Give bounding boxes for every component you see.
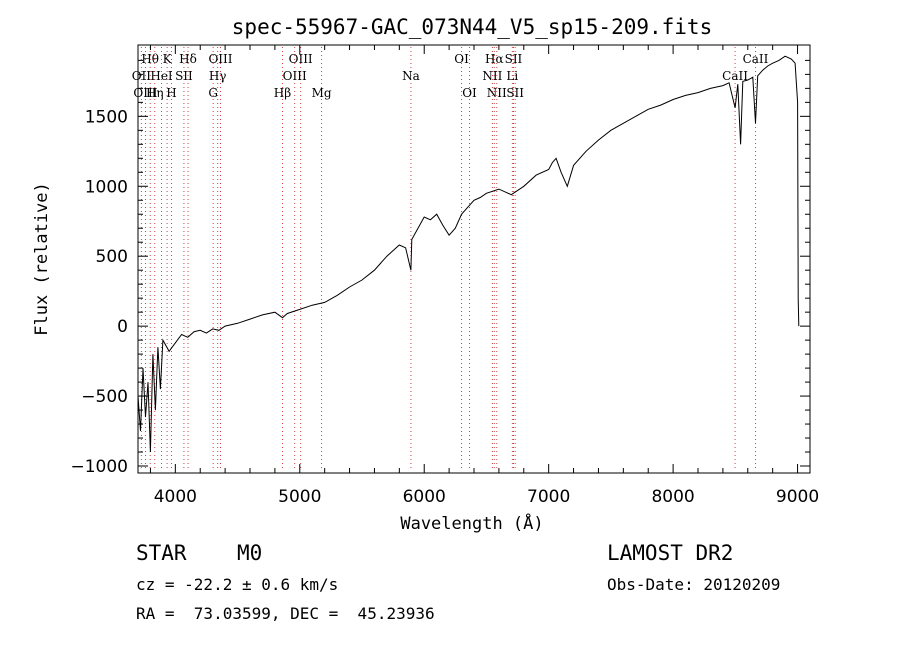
y-tick-label-0: −1000 bbox=[70, 457, 128, 477]
line-label-23: Li bbox=[506, 69, 518, 83]
line-label-16: Na bbox=[402, 69, 420, 83]
line-label-24: SII bbox=[506, 86, 524, 100]
line-label-4: K bbox=[163, 52, 173, 66]
chart-title: spec-55967-GAC_073N44_V5_sp15-209.fits bbox=[232, 15, 712, 39]
line-label-6: H bbox=[166, 86, 176, 100]
line-label-17: OI bbox=[454, 52, 469, 66]
x-tick-label-5: 9000 bbox=[776, 487, 819, 507]
line-label-8: Hδ bbox=[179, 52, 197, 66]
line-label-21: NII bbox=[487, 86, 507, 100]
line-label-11: G bbox=[208, 86, 218, 100]
coordinates: RA = 73.03599, DEC = 45.23936 bbox=[136, 604, 435, 623]
observation-date: Obs-Date: 20120209 bbox=[607, 575, 781, 594]
y-tick-label-4: 1000 bbox=[85, 177, 128, 197]
line-label-5: HeI bbox=[150, 69, 173, 83]
line-label-18: OI bbox=[462, 86, 477, 100]
line-label-3: Hη bbox=[146, 86, 164, 100]
line-label-14: OIII bbox=[283, 69, 307, 83]
y-axis-ticks: −1000 −500 0 500 1000 1500 bbox=[70, 59, 810, 477]
redshift-velocity: cz = -22.2 ± 0.6 km/s bbox=[136, 575, 339, 594]
line-label-25: CaII bbox=[722, 69, 748, 83]
x-axis-ticks: 4000 5000 6000 7000 8000 9000 bbox=[149, 45, 819, 507]
line-label-22: SII bbox=[505, 52, 523, 66]
x-tick-label-0: 4000 bbox=[154, 487, 197, 507]
y-tick-label-3: 500 bbox=[96, 247, 128, 267]
plot-frame bbox=[137, 44, 811, 474]
line-label-2: OIII bbox=[133, 86, 157, 100]
object-subclass: M0 bbox=[237, 541, 263, 565]
line-label-7: SII bbox=[175, 69, 193, 83]
spectral-line-markers bbox=[140, 47, 756, 471]
x-tick-label-2: 6000 bbox=[403, 487, 446, 507]
y-tick-label-5: 1500 bbox=[85, 107, 128, 127]
x-tick-label-3: 7000 bbox=[527, 487, 570, 507]
y-axis-label: Flux (relative) bbox=[32, 182, 52, 336]
spectrum-series-line bbox=[137, 55, 800, 453]
line-label-15: Mg bbox=[312, 86, 332, 100]
line-label-12: Hβ bbox=[274, 86, 291, 100]
line-label-13: OIII bbox=[289, 52, 313, 66]
x-axis-label: Wavelength (Å) bbox=[400, 512, 543, 534]
y-tick-label-2: 0 bbox=[117, 317, 128, 337]
survey-name: LAMOST DR2 bbox=[607, 541, 734, 565]
line-label-1: OII bbox=[132, 69, 152, 83]
line-label-0: Hθ bbox=[141, 52, 159, 66]
x-tick-label-4: 8000 bbox=[651, 487, 694, 507]
object-class: STAR bbox=[136, 541, 187, 565]
line-label-19: Hα bbox=[485, 52, 504, 66]
line-label-9: OIII bbox=[208, 52, 232, 66]
y-tick-label-1: −500 bbox=[81, 387, 128, 407]
x-tick-label-1: 5000 bbox=[278, 487, 321, 507]
line-label-26: CaII bbox=[743, 52, 769, 66]
line-label-20: NII bbox=[482, 69, 502, 83]
line-label-10: Hγ bbox=[209, 69, 227, 83]
